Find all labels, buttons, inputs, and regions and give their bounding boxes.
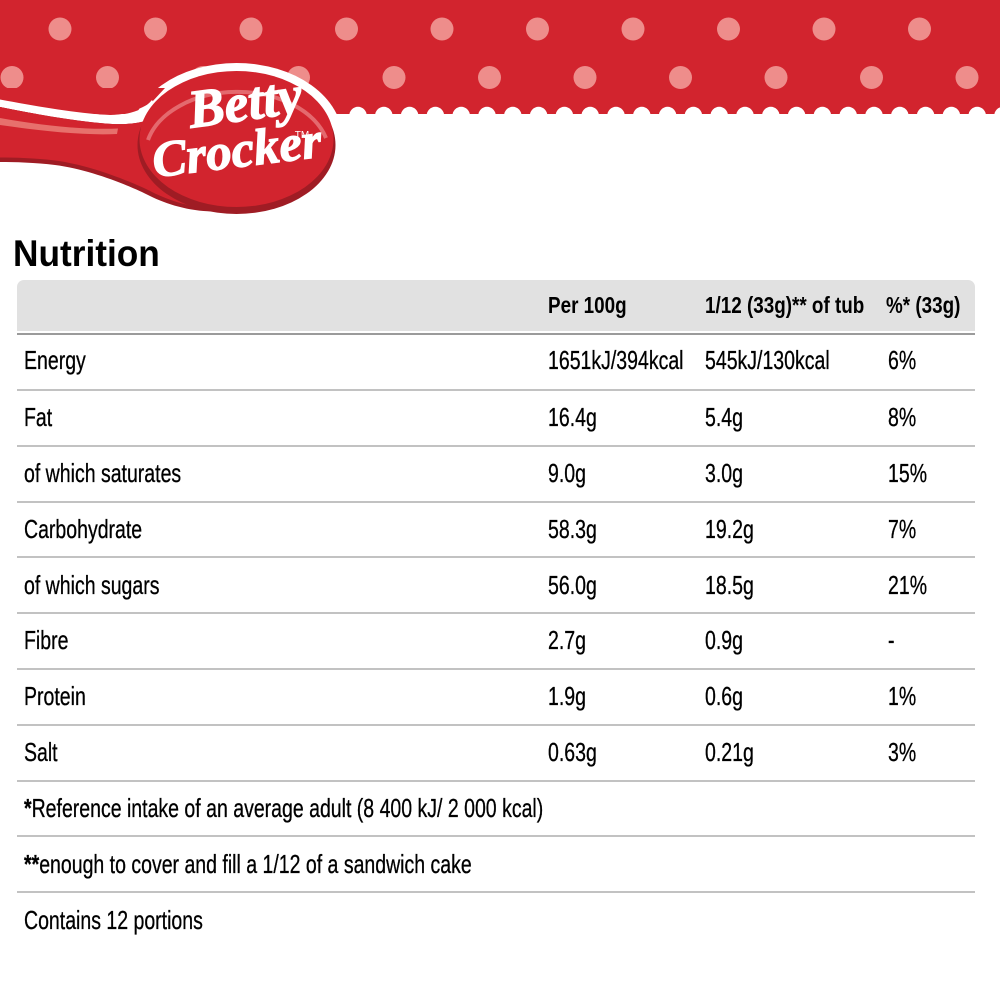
svg-text:TM: TM: [295, 130, 309, 141]
